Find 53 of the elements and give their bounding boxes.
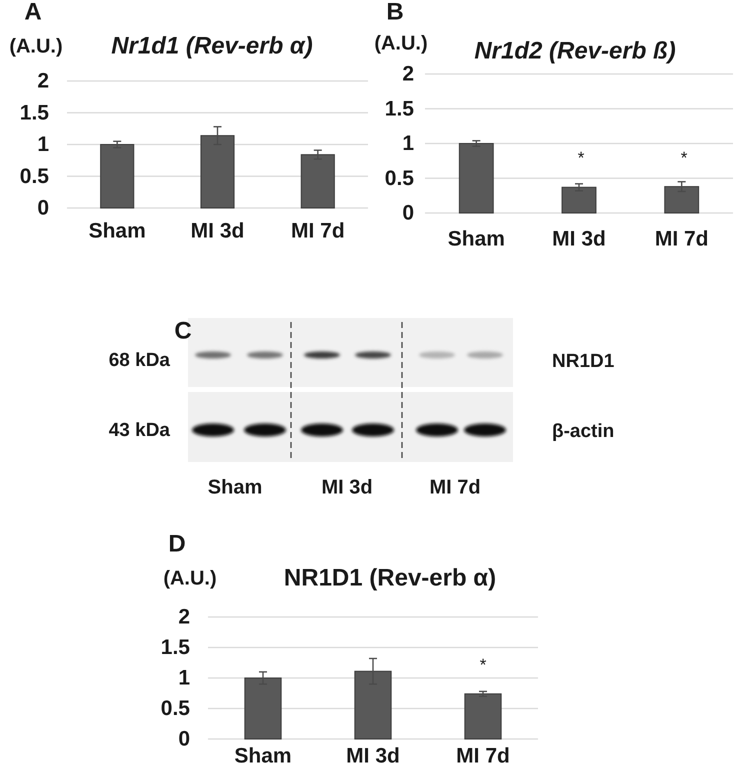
text: NR1D1 <box>552 351 615 372</box>
y-tick-label: 2 <box>402 62 414 86</box>
y-tick-label: 0.5 <box>384 166 414 190</box>
y-tick-label: 2 <box>37 70 49 93</box>
x-tick-label: Sham <box>448 228 505 251</box>
text: MI 3d <box>321 476 373 498</box>
y-tick-label: 1 <box>37 133 50 156</box>
chart-title: Nr1d2 (Rev-erb ß) <box>474 37 676 64</box>
annotation: * <box>578 148 585 168</box>
bar <box>244 678 282 740</box>
x-tick-label: MI 3d <box>346 744 400 768</box>
y-tick-label: 0.5 <box>160 697 190 720</box>
y-tick-label: 0.5 <box>20 164 50 188</box>
y-tick-label: 0 <box>402 202 414 225</box>
y-axis-title: (A.U.) <box>163 567 217 590</box>
bar <box>200 135 235 208</box>
x-tick-label: MI 7d <box>456 744 510 768</box>
bar <box>464 693 502 740</box>
text: 43 kDa <box>108 420 170 442</box>
x-tick-label: Sham <box>234 744 292 768</box>
text: Sham <box>208 476 262 498</box>
y-tick-label: 1.5 <box>20 101 50 124</box>
y-tick-label: 0 <box>37 196 49 220</box>
text: C <box>174 317 192 344</box>
y-tick-label: 0 <box>178 728 190 751</box>
y-tick-label: 2 <box>178 606 190 629</box>
chart-title: Nr1d1 (Rev-erb α) <box>111 32 313 60</box>
chart-title: NR1D1 (Rev-erb α) <box>284 564 496 592</box>
text: B <box>386 0 404 26</box>
text: D <box>168 530 186 558</box>
text: A <box>24 0 42 26</box>
text: 68 kDa <box>108 350 170 372</box>
x-tick-label: MI 7d <box>654 228 709 251</box>
x-tick-label: MI 3d <box>552 228 606 251</box>
x-tick-label: MI 3d <box>190 220 244 243</box>
y-tick-label: 1.5 <box>384 97 414 120</box>
bar <box>100 144 134 208</box>
text: β-actin <box>552 421 614 442</box>
y-tick-label: 1.5 <box>160 636 190 660</box>
bar <box>300 154 335 208</box>
y-axis-title: (A.U.) <box>9 35 63 58</box>
bar <box>562 186 596 214</box>
bar <box>664 186 700 214</box>
bar <box>458 143 494 214</box>
x-tick-label: MI 7d <box>290 220 345 243</box>
y-tick-label: 1 <box>402 132 414 156</box>
bar <box>354 670 392 740</box>
y-tick-label: 1 <box>178 666 190 690</box>
annotation: * <box>680 148 688 168</box>
y-axis-title: (A.U.) <box>374 32 428 54</box>
text: MI 7d <box>429 476 481 498</box>
annotation: * <box>480 655 487 674</box>
x-tick-label: Sham <box>88 220 146 243</box>
